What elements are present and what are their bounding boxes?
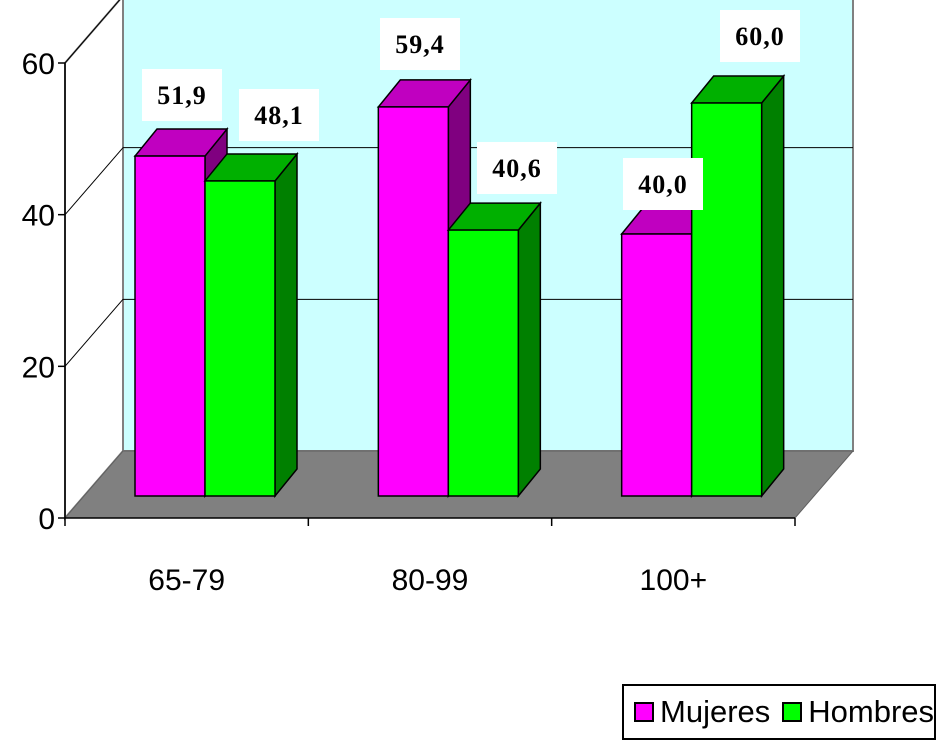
bar-side-hombres (274, 151, 298, 499)
bar-hombres (690, 102, 763, 497)
bar-mujeres (620, 233, 693, 497)
bar-hombres (204, 180, 276, 497)
data-label-hombres: 60,0 (735, 22, 785, 51)
gridline-side (64, 299, 124, 367)
legend: Mujeres Hombres (622, 684, 936, 740)
data-label-mujeres: 59,4 (395, 30, 445, 59)
gridline-side (64, 147, 124, 215)
data-labels: 51,9 48,1 59,4 40,6 40,0 60,0 (142, 10, 800, 210)
data-label-bg (623, 158, 703, 210)
bars (133, 73, 786, 499)
bar-side-hombres (517, 200, 542, 499)
axes: 0 20 40 60 65-79 80-99 100+ (22, 48, 796, 597)
y-tick-label: 20 (22, 351, 55, 384)
legend-label-mujeres: Mujeres (660, 694, 771, 729)
data-label-mujeres: 40,0 (638, 170, 688, 199)
legend-item-mujeres: Mujeres (634, 694, 770, 730)
legend-swatch-mujeres (634, 702, 654, 722)
data-label-mujeres: 51,9 (157, 81, 207, 110)
data-label-bg (239, 89, 319, 141)
bar-mujeres (134, 155, 206, 497)
bar-mujeres (377, 106, 450, 497)
data-label-bg (142, 69, 222, 121)
legend-swatch-hombres (782, 702, 803, 722)
data-label-hombres: 40,6 (492, 154, 542, 183)
y-tick-label: 60 (22, 48, 55, 81)
y-tick-label: 40 (22, 200, 55, 233)
legend-item-hombres: Hombres (782, 694, 934, 730)
y-tick-label: 0 (38, 503, 55, 536)
legend-label-hombres: Hombres (808, 694, 935, 729)
x-tick-label: 100+ (640, 564, 708, 597)
data-label-bg (477, 142, 557, 194)
x-tick-label: 65-79 (148, 564, 225, 597)
gridline-side (64, 0, 121, 64)
bar-hombres (447, 229, 520, 497)
data-label-bg (720, 10, 800, 62)
x-tick-label: 80-99 (392, 564, 469, 597)
data-label-hombres: 48,1 (254, 101, 304, 130)
data-label-bg (380, 18, 460, 70)
bar-side-hombres (760, 73, 785, 499)
side-wall (64, 0, 124, 521)
